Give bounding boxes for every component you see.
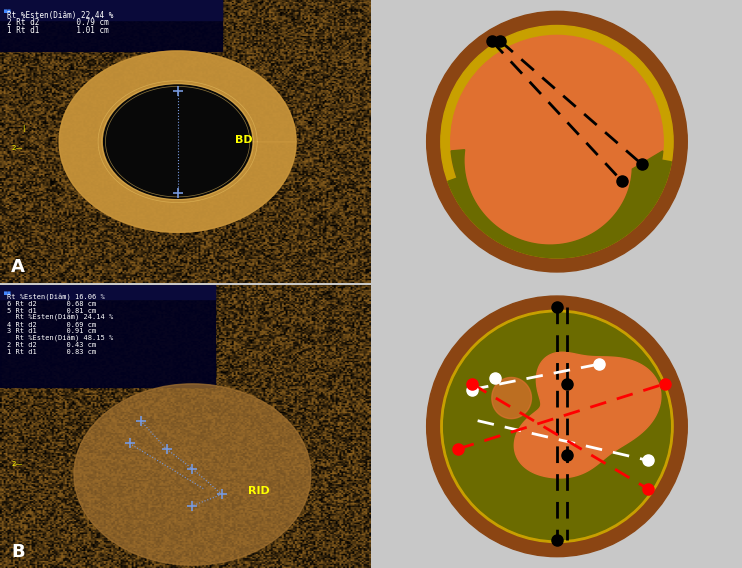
Text: B: B xyxy=(11,542,24,561)
Text: Rt %Esten(Diâm) 22.44 %: Rt %Esten(Diâm) 22.44 % xyxy=(7,11,114,20)
Polygon shape xyxy=(451,150,663,248)
Circle shape xyxy=(441,310,673,542)
Circle shape xyxy=(444,313,670,540)
Circle shape xyxy=(74,384,311,565)
Text: Rt %Esten(Diâm) 16.06 %: Rt %Esten(Diâm) 16.06 % xyxy=(7,294,105,301)
Text: 4 Rt d2       0.69 cm: 4 Rt d2 0.69 cm xyxy=(7,321,96,328)
Text: Rt %Esten(Diâm) 24.14 %: Rt %Esten(Diâm) 24.14 % xyxy=(7,314,114,321)
Text: 6 Rt d2       0.68 cm: 6 Rt d2 0.68 cm xyxy=(7,301,96,307)
Circle shape xyxy=(441,26,673,258)
Circle shape xyxy=(104,85,252,198)
Text: BD: BD xyxy=(235,135,252,145)
Text: |: | xyxy=(22,126,24,132)
Text: Rt %Esten(Diâm) 48.15 %: Rt %Esten(Diâm) 48.15 % xyxy=(7,335,114,342)
Bar xyxy=(0,285,214,387)
Text: ■■: ■■ xyxy=(4,291,10,295)
Polygon shape xyxy=(514,352,661,478)
Text: A: A xyxy=(11,258,25,276)
Circle shape xyxy=(59,51,296,232)
Text: 1 Rt d1        1.01 cm: 1 Rt d1 1.01 cm xyxy=(7,26,109,35)
Bar xyxy=(0,285,214,299)
Circle shape xyxy=(427,11,687,272)
Text: RID: RID xyxy=(248,486,269,496)
Circle shape xyxy=(450,35,663,248)
Bar xyxy=(0,0,222,51)
Polygon shape xyxy=(59,51,296,232)
Text: ■■: ■■ xyxy=(4,9,10,14)
Text: 3 Rt d1       0.91 cm: 3 Rt d1 0.91 cm xyxy=(7,328,96,335)
Text: 5 Rt d1       0.81 cm: 5 Rt d1 0.81 cm xyxy=(7,308,96,314)
Bar xyxy=(0,0,222,20)
Polygon shape xyxy=(492,378,531,419)
Text: 2 Rt d2        0.79 cm: 2 Rt d2 0.79 cm xyxy=(7,19,109,27)
Text: 2—: 2— xyxy=(11,461,22,467)
Circle shape xyxy=(427,296,687,557)
Text: 1 Rt d1       0.83 cm: 1 Rt d1 0.83 cm xyxy=(7,349,96,355)
Text: 2—: 2— xyxy=(11,145,22,151)
Text: 2 Rt d2       0.43 cm: 2 Rt d2 0.43 cm xyxy=(7,342,96,348)
Polygon shape xyxy=(448,160,672,258)
